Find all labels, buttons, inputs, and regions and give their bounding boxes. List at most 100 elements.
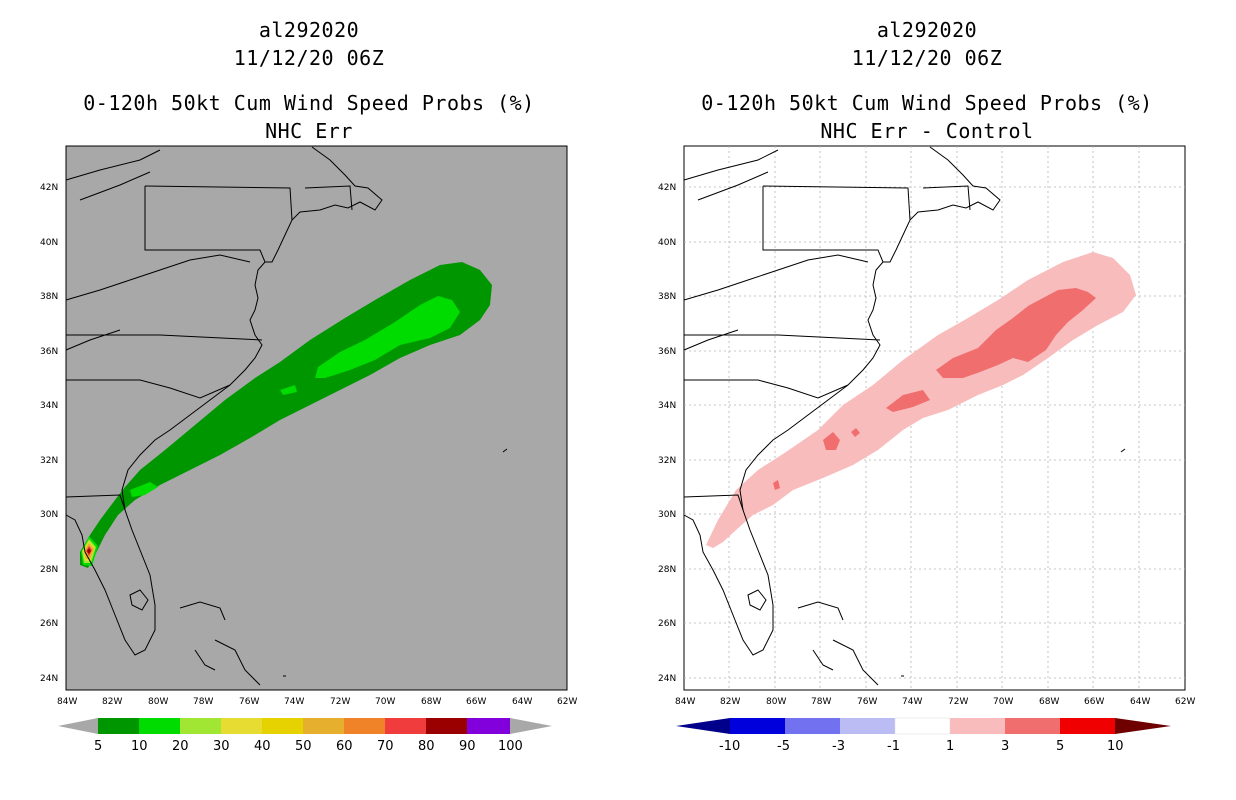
colorbar-swatch: [303, 718, 344, 734]
lat-axis: 42N 40N 38N 36N 34N 32N 30N 28N 26N 24N: [658, 183, 676, 684]
colorbar-label: -5: [777, 739, 790, 754]
lat-label: 42N: [40, 183, 58, 193]
lon-label: 70W: [375, 697, 395, 707]
left-map-panel: al292020 11/12/20 06Z 0-120h 50kt Cum Wi…: [40, 18, 577, 754]
lon-label: 68W: [421, 697, 441, 707]
lon-label: 72W: [948, 697, 968, 707]
colorbar-label: 70: [377, 739, 394, 754]
lat-label: 36N: [40, 347, 58, 357]
colorbar-left-arrow: [58, 718, 98, 734]
lon-label: 78W: [193, 697, 213, 707]
datetime-title: 11/12/20 06Z: [851, 46, 1003, 70]
colorbar-label: 30: [213, 739, 230, 754]
lon-label: 74W: [902, 697, 922, 707]
prob-band-80-90: [87, 548, 91, 554]
colorbar-swatch: [950, 718, 1005, 734]
lat-label: 38N: [658, 292, 676, 302]
lon-label: 64W: [512, 697, 532, 707]
product-title: 0-120h 50kt Cum Wind Speed Probs (%): [83, 91, 535, 115]
colorbar-right-arrow: [1115, 718, 1171, 734]
colorbar-swatch: [1005, 718, 1060, 734]
colorbar-label: -1: [887, 739, 900, 754]
colorbar-label: 5: [1056, 739, 1064, 754]
lat-label: 24N: [40, 674, 58, 684]
diff-band-3-5: [886, 390, 930, 412]
colorbar-swatch: [1060, 718, 1115, 734]
lon-label: 80W: [766, 697, 786, 707]
prob-band-10-20: [315, 296, 460, 378]
colorbar-label: 100: [498, 739, 523, 754]
lat-label: 30N: [40, 510, 58, 520]
diff-band-3-5: [936, 288, 1096, 378]
lon-label: 64W: [1130, 697, 1150, 707]
lon-label: 82W: [720, 697, 740, 707]
lon-axis: 84W 82W 80W 78W 76W 74W 72W 70W 68W 66W …: [675, 697, 1195, 707]
colorbar-label: 5: [94, 739, 102, 754]
lat-label: 26N: [40, 619, 58, 629]
colorbar-swatch: [426, 718, 467, 734]
colorbar-left-arrow: [676, 718, 730, 734]
colorbar-label: -10: [719, 739, 740, 754]
map-frame: [683, 145, 1186, 691]
colorbar-label: 10: [131, 739, 148, 754]
colorbar: 5 10 20 30 40 50 60 70 80 90 100: [58, 718, 552, 754]
prob-band-10-20: [130, 482, 158, 497]
lon-label: 66W: [466, 697, 486, 707]
diff-band-3-5: [823, 432, 840, 450]
lon-label: 62W: [557, 697, 577, 707]
colorbar-swatch: [180, 718, 221, 734]
colorbar-swatch: [139, 718, 180, 734]
map-frame: [65, 145, 568, 691]
storm-id-title: al292020: [876, 18, 978, 42]
lat-label: 38N: [40, 292, 58, 302]
lat-label: 40N: [658, 238, 676, 248]
colorbar-right-arrow: [510, 718, 552, 734]
lat-axis: 42N 40N 38N 36N 34N 32N 30N 28N 26N 24N: [40, 183, 58, 684]
coastline: [65, 146, 508, 686]
colorbar-label: 90: [459, 739, 476, 754]
colorbar-swatch: [385, 718, 426, 734]
left-map: 42N 40N 38N 36N 34N 32N 30N 28N 26N 24N …: [40, 145, 577, 754]
lat-label: 32N: [658, 456, 676, 466]
lon-label: 74W: [284, 697, 304, 707]
lon-label: 70W: [993, 697, 1013, 707]
lon-label: 68W: [1039, 697, 1059, 707]
colorbar-swatch: [221, 718, 262, 734]
lat-label: 24N: [658, 674, 676, 684]
lat-label: 26N: [658, 619, 676, 629]
colorbar-label: -3: [832, 739, 845, 754]
storm-id-title: al292020: [258, 18, 360, 42]
lon-label: 76W: [857, 697, 877, 707]
lon-label: 78W: [811, 697, 831, 707]
colorbar-label: 80: [418, 739, 435, 754]
diff-band-3-5: [851, 428, 860, 437]
colorbar-swatch: [840, 718, 895, 734]
lat-label: 40N: [40, 238, 58, 248]
lon-label: 76W: [239, 697, 259, 707]
colorbar-swatch: [785, 718, 840, 734]
lat-label: 42N: [658, 183, 676, 193]
colorbar-label: 60: [336, 739, 353, 754]
lat-label: 28N: [40, 565, 58, 575]
prob-band-10-20: [280, 385, 297, 395]
lon-label: 84W: [675, 697, 695, 707]
right-map-panel: al292020 11/12/20 06Z 0-120h 50kt Cum Wi…: [618, 0, 1236, 800]
lat-label: 28N: [658, 565, 676, 575]
subtitle: NHC Err - Control: [820, 119, 1034, 143]
lat-label: 34N: [658, 401, 676, 411]
right-map: 42N 40N 38N 36N 34N 32N 30N 28N 26N 24N …: [658, 145, 1195, 754]
colorbar-label: 50: [295, 739, 312, 754]
colorbar-label: 20: [172, 739, 189, 754]
lat-label: 36N: [658, 347, 676, 357]
lat-label: 32N: [40, 456, 58, 466]
lon-axis: 84W 82W 80W 78W 76W 74W 72W 70W 68W 66W …: [57, 697, 577, 707]
datetime-title: 11/12/20 06Z: [233, 46, 385, 70]
lon-label: 82W: [102, 697, 122, 707]
colorbar-label: 1: [946, 739, 954, 754]
colorbar-label: 10: [1107, 739, 1124, 754]
product-title: 0-120h 50kt Cum Wind Speed Probs (%): [701, 91, 1153, 115]
lon-label: 62W: [1175, 697, 1195, 707]
colorbar: -10 -5 -3 -1 1 3 5 10: [676, 717, 1171, 754]
colorbar-swatch: [467, 718, 510, 734]
colorbar-swatch: [344, 718, 385, 734]
